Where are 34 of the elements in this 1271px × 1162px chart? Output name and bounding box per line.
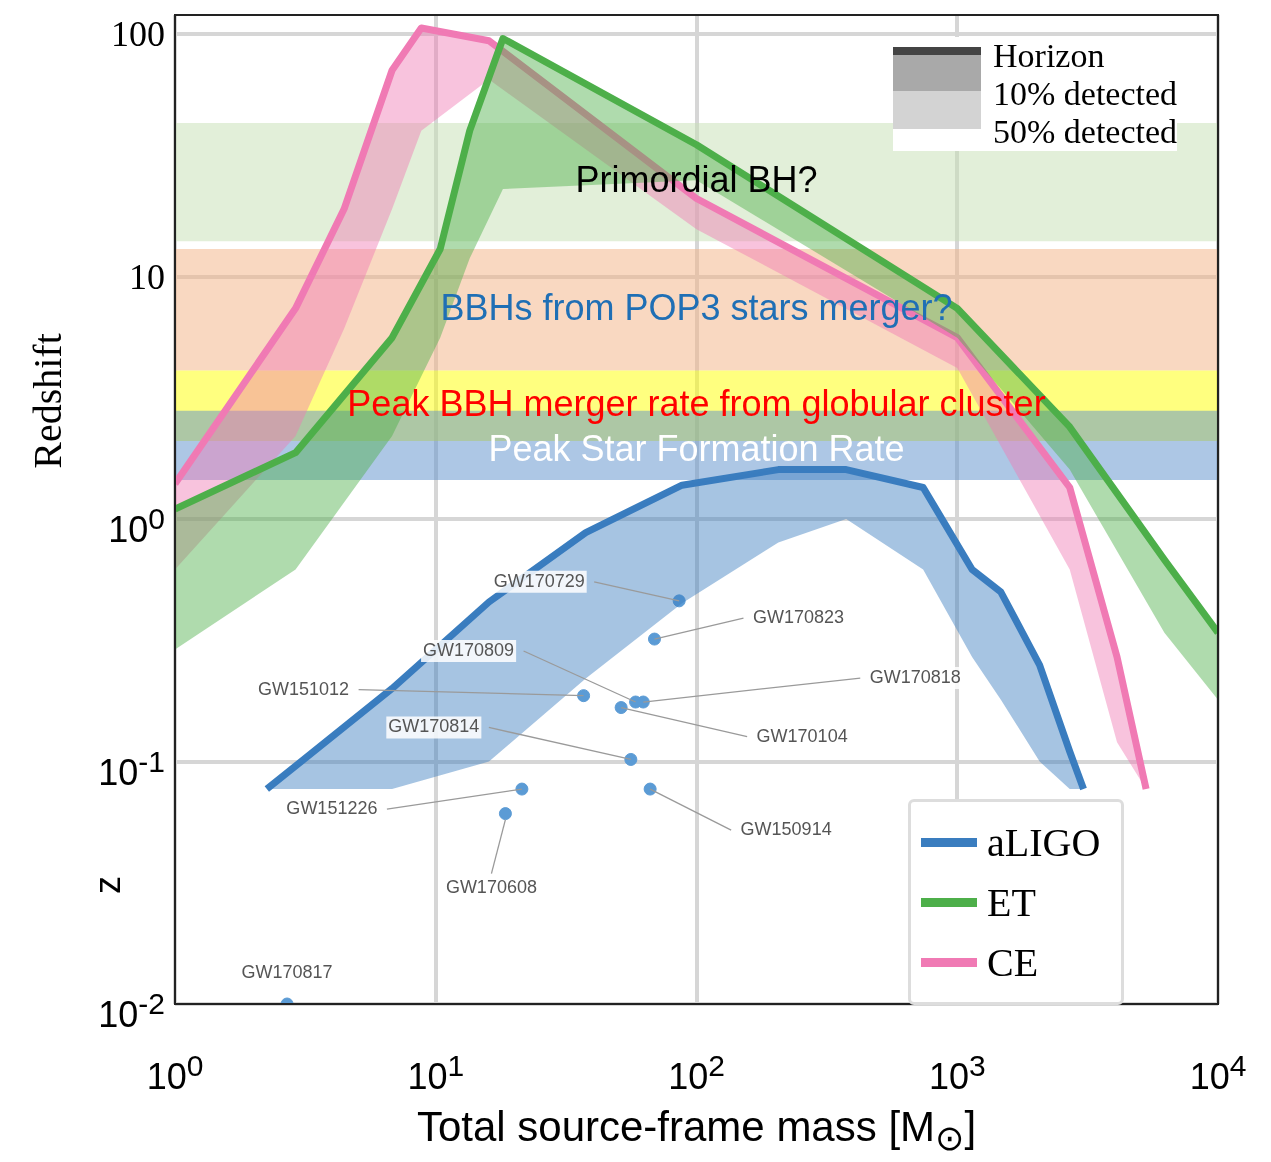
annotation: GW170608 <box>445 876 537 897</box>
x-tick-label: 10$^{1}$ <box>406 1048 466 1097</box>
annotation: GW170818 <box>869 666 961 687</box>
y-axis-title: Redshift <box>25 331 70 471</box>
annotation: GW170809 <box>423 639 515 660</box>
y-tick-label: 100 <box>110 14 165 55</box>
annotation: 50% detected <box>993 113 1178 151</box>
annotation: 10% detected <box>993 75 1178 113</box>
annotation: Horizon <box>993 37 1106 75</box>
text: z <box>87 875 128 897</box>
band-label: Primordial BH? <box>575 159 818 201</box>
annotation: GW170814 <box>388 716 480 737</box>
annotation: GW170817 <box>241 961 333 982</box>
legend-label: CE <box>987 938 1039 986</box>
annotation: GW170104 <box>756 725 848 746</box>
x-axis-title: Total source-frame mass [M$_{⊙}$] <box>415 1103 978 1160</box>
annotation: GW151226 <box>286 798 378 819</box>
band-label: BBHs from POP3 stars merger? <box>440 286 953 328</box>
x-tick-label: 10$^{2}$ <box>667 1048 726 1097</box>
band-label: Peak BBH merger rate from globular cluster <box>347 382 1046 424</box>
y-tick-label: 10$^{-1}$ <box>97 743 165 793</box>
y-tick-label: 10$^{0}$ <box>107 501 165 551</box>
band-label: Peak Star Formation Rate <box>488 428 905 470</box>
series-label: aLIGO <box>987 818 1101 866</box>
x-tick-label: 10$^{4}$ <box>1188 1048 1248 1097</box>
annotation: GW150914 <box>740 819 832 840</box>
annotation: GW170729 <box>493 570 585 591</box>
annotation: GW151012 <box>258 678 350 699</box>
x-tick-label: 10$^{0}$ <box>145 1048 205 1097</box>
x-tick-label: 10$^{3}$ <box>927 1048 987 1097</box>
y-tick-label: 10 <box>128 256 165 297</box>
legend-label: ET <box>987 878 1036 926</box>
annotation: GW170823 <box>752 607 845 628</box>
y-tick-label: 10$^{-2}$ <box>97 986 165 1035</box>
